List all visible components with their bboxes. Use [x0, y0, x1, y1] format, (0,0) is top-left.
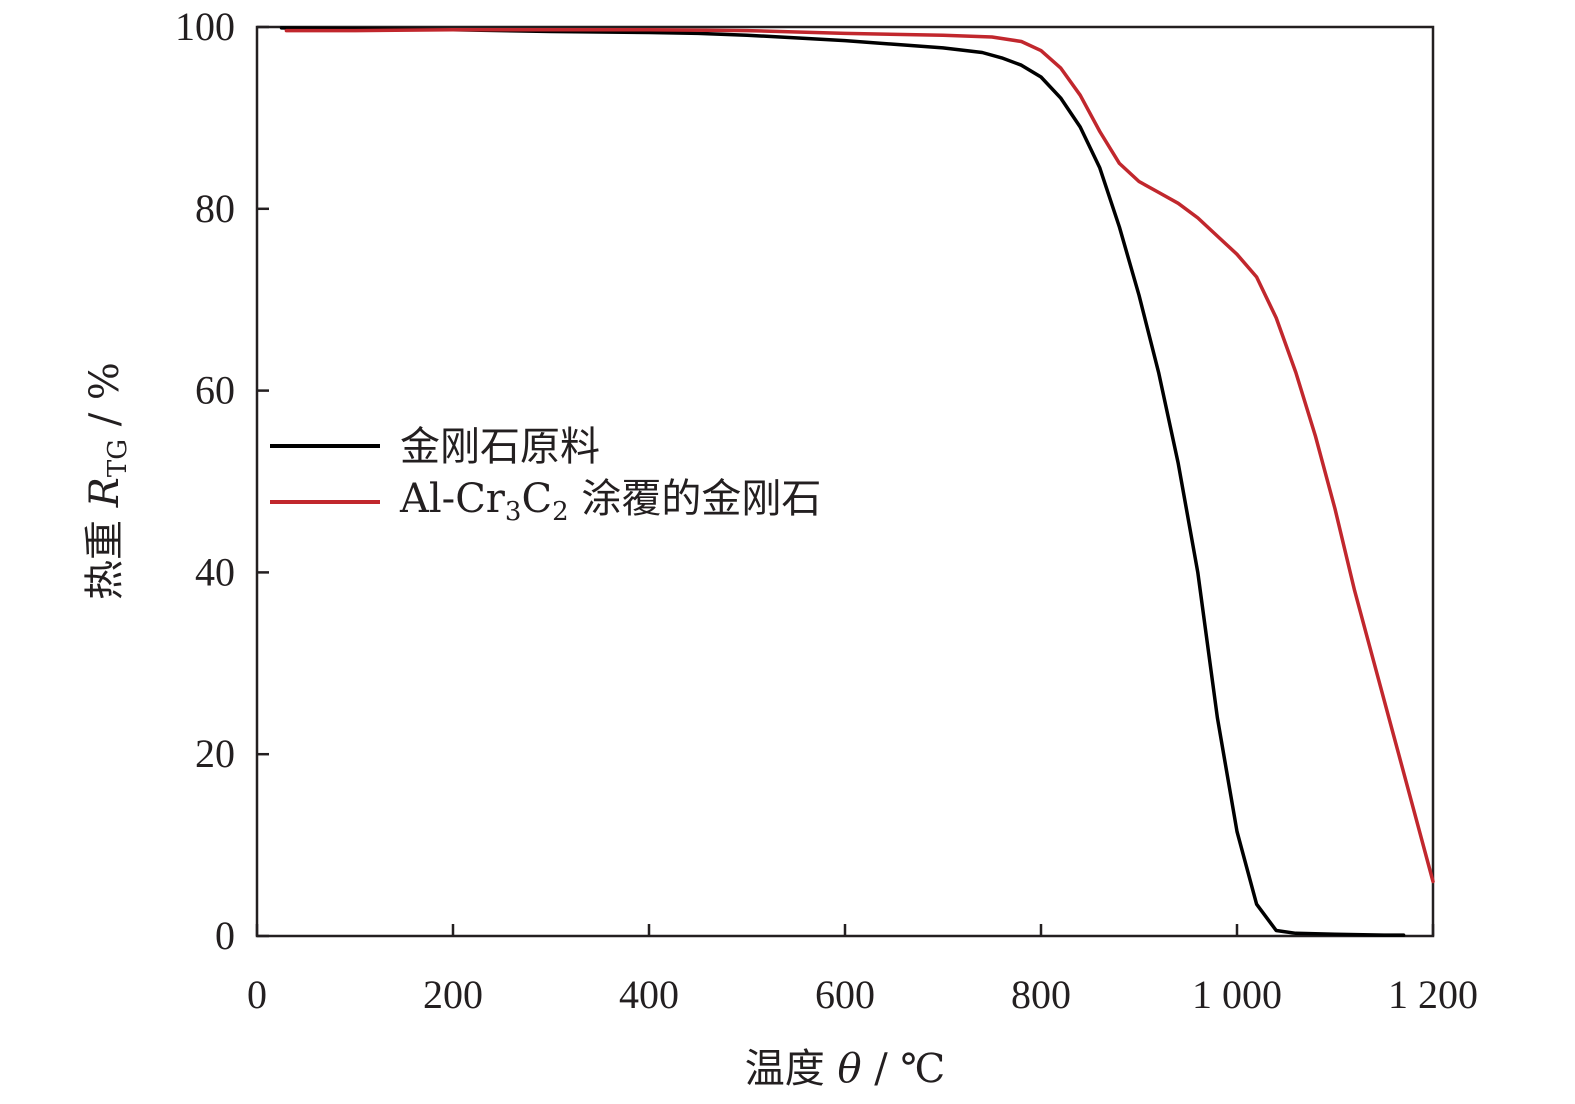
x-axis-title-unit: / ℃ — [862, 1046, 946, 1092]
y-axis-title-var: R — [82, 477, 128, 508]
legend-label-raw-diamond: 金刚石原料 — [400, 424, 600, 470]
x-tick-label: 400 — [619, 972, 679, 1017]
x-tick-label: 600 — [815, 972, 875, 1017]
legend-label-coated-diamond: Al-Cr3C2 涂覆的金刚石 — [399, 476, 821, 527]
x-tick-label: 800 — [1011, 972, 1071, 1017]
y-tick-label: 0 — [215, 913, 235, 958]
x-axis-title-var: θ — [837, 1046, 861, 1092]
y-tick-label: 80 — [195, 186, 235, 231]
y-axis-title-sub: TG — [103, 439, 133, 477]
y-axis-title: 热重 RTG / % — [82, 362, 133, 600]
legend-label-part: Al-Cr — [399, 476, 506, 522]
series-layer — [279, 26, 1435, 937]
y-axis: 0 20 40 60 80 100 — [175, 4, 269, 958]
series-line-coated-diamond — [284, 27, 1435, 884]
legend: 金刚石原料 Al-Cr3C2 涂覆的金刚石 — [270, 424, 821, 527]
y-tick-label: 100 — [175, 4, 235, 49]
y-axis-title-unit: / % — [82, 362, 128, 439]
y-tick-label: 60 — [195, 368, 235, 413]
x-tick-label: 0 — [247, 972, 267, 1017]
y-axis-title-text: 热重 — [82, 507, 128, 600]
legend-label-sub: 3 — [505, 497, 522, 527]
x-axis: 0 200 400 600 800 1 000 1 200 — [247, 924, 1478, 1017]
series-line-raw-diamond — [279, 26, 1406, 937]
x-axis-title: 温度 θ / ℃ — [745, 1046, 945, 1092]
x-tick-label: 200 — [423, 972, 483, 1017]
x-tick-label: 1 000 — [1192, 972, 1282, 1017]
x-axis-title-text: 温度 — [745, 1046, 838, 1092]
y-tick-label: 40 — [195, 549, 235, 594]
legend-label-part: 涂覆的金刚石 — [569, 476, 822, 522]
y-tick-label: 20 — [195, 731, 235, 776]
x-tick-label: 1 200 — [1388, 972, 1478, 1017]
legend-label-part: C — [521, 476, 552, 522]
legend-label-sub: 2 — [552, 497, 569, 527]
